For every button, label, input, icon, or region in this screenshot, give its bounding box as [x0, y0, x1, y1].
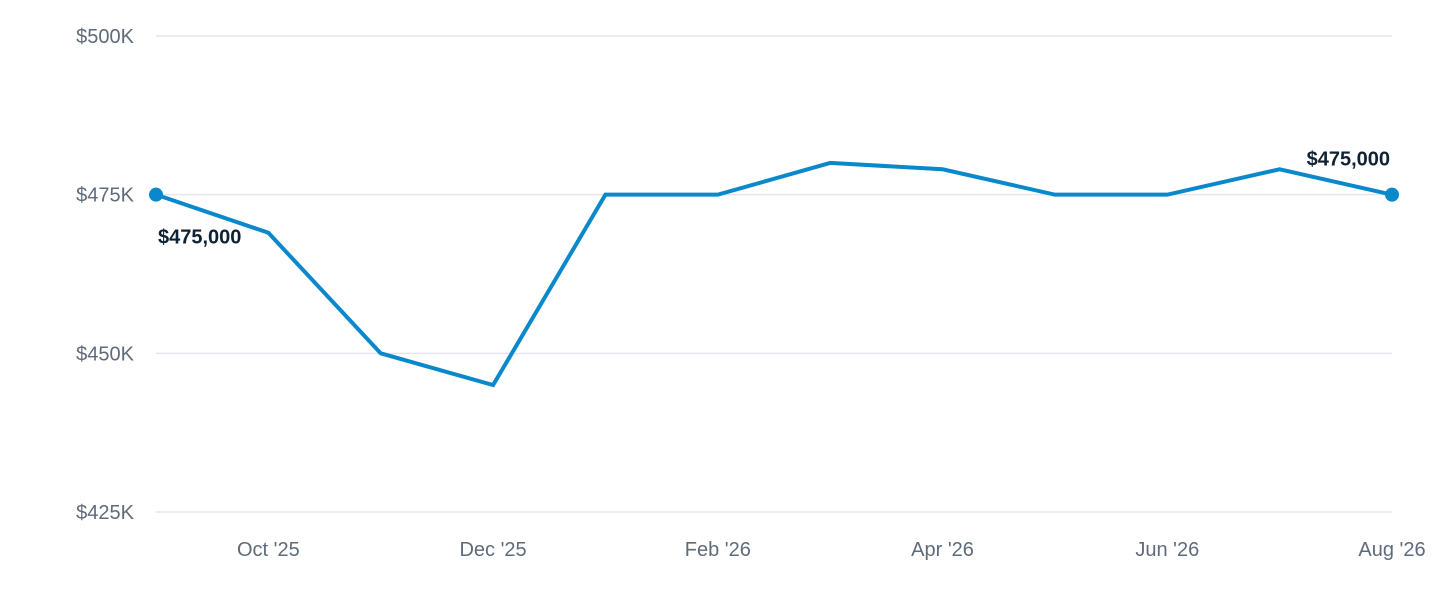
- data-label: $475,000: [1307, 149, 1390, 171]
- x-tick-label: Feb '26: [685, 539, 751, 561]
- x-axis-ticks: Oct '25 Dec '25 Feb '26 Apr '26 Jun '26 Aug '…: [237, 539, 1426, 561]
- x-tick-label: Dec '25: [459, 539, 526, 561]
- x-tick-label: Jun '26: [1135, 539, 1199, 561]
- y-axis-ticks: $500K $475K $450K $425K: [76, 26, 134, 524]
- data-label: $475,000: [158, 227, 241, 249]
- data-point: [149, 187, 163, 202]
- data-point: [1385, 187, 1399, 202]
- series-line-layer: [154, 160, 1394, 388]
- gridlines: [156, 35, 1392, 513]
- y-tick-label: $475K: [76, 185, 134, 207]
- y-tick-label: $500K: [76, 26, 134, 48]
- y-tick-label: $450K: [76, 343, 134, 365]
- x-tick-label: Oct '25: [237, 539, 300, 561]
- data-points: [149, 187, 1399, 202]
- data-labels: $475,000 $475,000: [158, 149, 1390, 249]
- x-tick-label: Apr '26: [911, 539, 974, 561]
- series-line: [154, 160, 1394, 388]
- y-tick-label: $425K: [76, 502, 134, 524]
- x-tick-label: Aug '26: [1358, 539, 1425, 561]
